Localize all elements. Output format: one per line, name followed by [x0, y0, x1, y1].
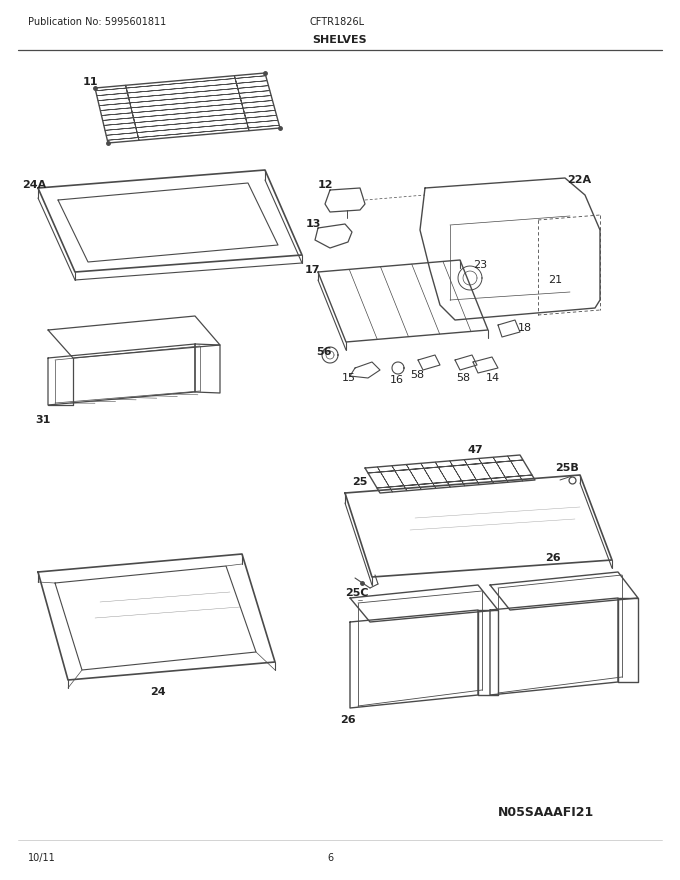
Text: 15: 15: [342, 373, 356, 383]
Text: 16: 16: [390, 375, 404, 385]
Text: 10/11: 10/11: [28, 853, 56, 863]
Text: CFTR1826L: CFTR1826L: [310, 17, 365, 27]
Text: 58: 58: [456, 373, 470, 383]
Text: Publication No: 5995601811: Publication No: 5995601811: [28, 17, 166, 27]
Text: N05SAAAFI21: N05SAAAFI21: [498, 805, 594, 818]
Text: 6: 6: [327, 853, 333, 863]
Text: 31: 31: [35, 415, 50, 425]
Text: 21: 21: [548, 275, 562, 285]
Text: 47: 47: [468, 445, 483, 455]
Text: 26: 26: [545, 553, 560, 563]
Text: 23: 23: [473, 260, 487, 270]
Text: 56: 56: [316, 347, 331, 357]
Text: 22A: 22A: [567, 175, 591, 185]
Text: 25B: 25B: [555, 463, 579, 473]
Text: 25: 25: [352, 477, 367, 487]
Text: 17: 17: [305, 265, 320, 275]
Text: SHELVES: SHELVES: [313, 35, 367, 45]
Text: 18: 18: [518, 323, 532, 333]
Text: 58: 58: [410, 370, 424, 380]
Text: 26: 26: [340, 715, 356, 725]
Text: 14: 14: [486, 373, 500, 383]
Text: 24A: 24A: [22, 180, 46, 190]
Text: 24: 24: [150, 687, 166, 697]
Text: 12: 12: [318, 180, 333, 190]
Text: 25C: 25C: [345, 588, 369, 598]
Text: 13: 13: [306, 219, 322, 229]
Text: 11: 11: [83, 77, 99, 87]
